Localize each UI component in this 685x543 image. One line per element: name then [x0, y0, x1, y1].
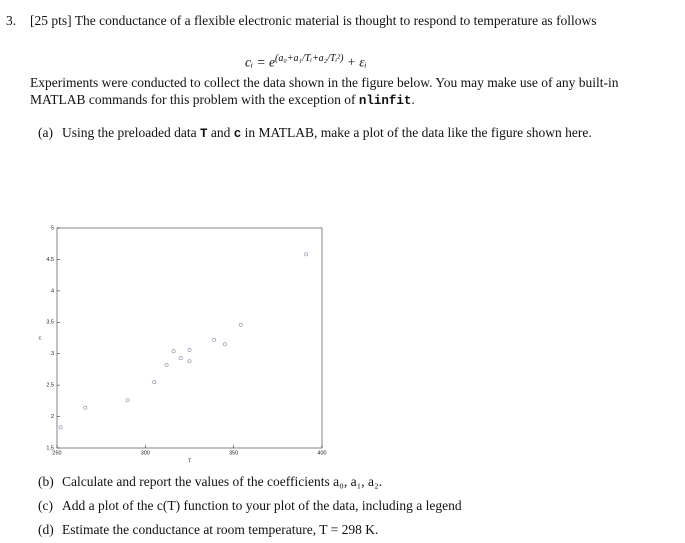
part-label: (c)	[38, 498, 53, 513]
eq-rhs: + εᵢ	[346, 54, 367, 70]
problem-number: 3.	[6, 13, 17, 28]
part-text: Using the preloaded data T and c in MATL…	[62, 124, 642, 143]
data-point	[125, 398, 130, 403]
y-tick-label: 2	[51, 414, 54, 420]
data-point	[212, 337, 217, 342]
data-point	[238, 322, 243, 327]
x-tick-label: 300	[141, 450, 150, 456]
y-tick-label: 2.5	[46, 383, 54, 389]
plot-frame	[56, 227, 323, 449]
data-point	[187, 348, 192, 352]
text-segment: Add a plot of the c(T) function to your …	[62, 498, 462, 513]
paragraph-text: Experiments were conducted to collect th…	[30, 75, 619, 107]
text-segment: in MATLAB, make a plot of the data like …	[241, 125, 592, 140]
data-point	[83, 405, 88, 410]
x-tick-label: 350	[229, 450, 238, 456]
paragraph-end: .	[411, 92, 415, 107]
eq-lhs: cᵢ = e	[245, 54, 275, 70]
text-segment: c	[233, 127, 242, 141]
part-label: (a)	[38, 125, 53, 140]
paragraph: Experiments were conducted to collect th…	[30, 74, 650, 110]
y-axis-label: c	[39, 335, 42, 341]
data-point	[222, 342, 227, 347]
text-segment: Estimate the conductance at room tempera…	[62, 522, 379, 537]
y-tick-label: 5	[51, 225, 54, 231]
part-label: (b)	[38, 474, 54, 489]
y-tick-label: 4	[51, 288, 54, 294]
data-point	[58, 425, 63, 430]
chart: 1.5 2 2.5 3 3.5 4 4.5 5 250 300 350 400 Tc	[39, 225, 327, 464]
text-segment: and	[207, 125, 234, 140]
data-point	[171, 349, 176, 354]
x-tick-label: 250	[52, 450, 61, 456]
data-point	[152, 380, 157, 384]
text-segment: Using the preloaded data	[62, 125, 200, 140]
text-segment: T	[199, 127, 208, 141]
data-point	[178, 356, 183, 361]
part-text: Estimate the conductance at room tempera…	[62, 521, 642, 538]
data-point	[164, 363, 169, 367]
part-text: Calculate and report the values of the c…	[62, 473, 642, 490]
x-tick-label: 400	[317, 450, 326, 456]
eq-exponent: (a₀+a₁/Tᵢ+a₂/Tᵢ²)	[274, 53, 344, 64]
part-text: Add a plot of the c(T) function to your …	[62, 497, 642, 514]
x-axis-label: T	[188, 458, 192, 464]
y-tick-label: 1.5	[46, 445, 54, 451]
data-point	[187, 359, 192, 364]
equation: cᵢ = e(a₀+a₁/Tᵢ+a₂/Tᵢ²) + εᵢ	[245, 50, 367, 71]
intro: [25 pts] The conductance of a flexible e…	[30, 13, 597, 28]
y-tick-label: 4.5	[46, 257, 54, 263]
data-point	[304, 252, 309, 257]
part-label: (d)	[38, 522, 54, 537]
y-tick-label: 3.5	[46, 320, 54, 326]
code: nlinfit	[358, 94, 412, 108]
text-segment: Calculate and report the values of the c…	[62, 474, 383, 489]
y-tick-label: 3	[51, 351, 54, 357]
